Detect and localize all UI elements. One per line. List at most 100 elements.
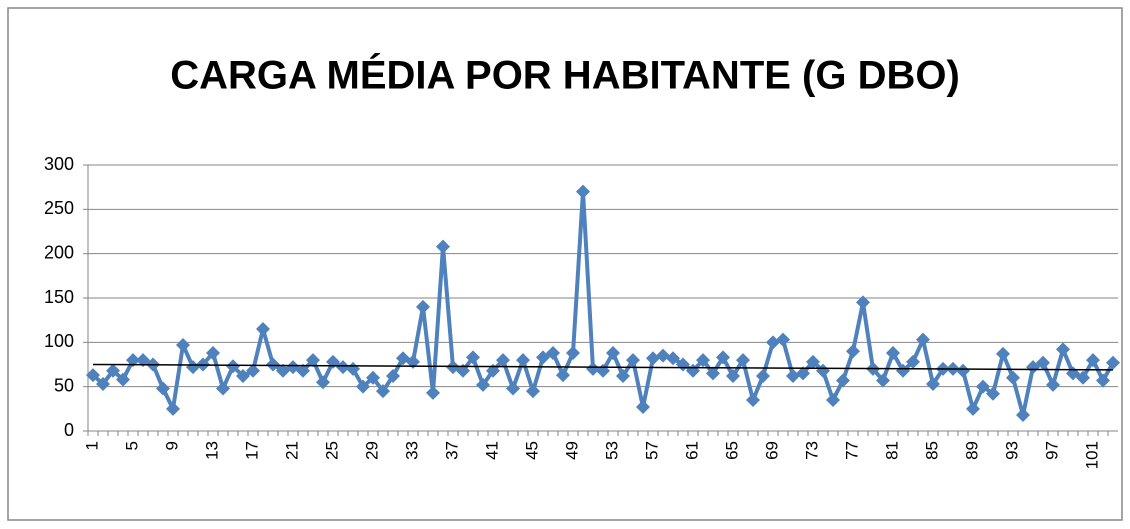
data-point (586, 361, 600, 376)
data-point (96, 377, 110, 392)
x-tick-label: 5 (122, 441, 141, 450)
data-point (516, 353, 530, 368)
data-point (216, 381, 230, 396)
x-tick-label: 89 (962, 441, 981, 460)
data-point (876, 373, 890, 388)
data-point (966, 401, 980, 416)
data-point (696, 353, 710, 368)
data-point (906, 354, 920, 369)
data-point (306, 353, 320, 368)
data-point (1086, 353, 1100, 368)
x-tick-label: 57 (642, 441, 661, 460)
data-point (926, 377, 940, 392)
x-tick-label: 9 (162, 441, 181, 450)
data-point (296, 363, 310, 378)
x-tick-label: 45 (522, 441, 541, 460)
x-tick-label: 61 (682, 441, 701, 460)
data-point (916, 332, 930, 347)
data-point (376, 384, 390, 399)
data-point (236, 369, 250, 384)
data-point (116, 372, 130, 387)
data-point (86, 368, 100, 383)
data-point (476, 377, 490, 392)
data-point (896, 363, 910, 378)
data-point (1036, 355, 1050, 370)
y-tick-label: 300 (44, 154, 74, 174)
x-tick-label: 41 (482, 441, 501, 460)
chart-title: CARGA MÉDIA POR HABITANTE (G DBO) (170, 53, 960, 98)
x-tick-label: 13 (202, 441, 221, 460)
data-point (996, 346, 1010, 361)
data-point (366, 370, 380, 385)
data-point (646, 351, 660, 366)
data-point (496, 353, 510, 368)
data-point (886, 345, 900, 360)
data-point (106, 363, 120, 378)
y-tick-label: 100 (44, 331, 74, 351)
x-tick-label: 101 (1082, 441, 1101, 469)
y-tick-label: 150 (44, 287, 74, 307)
data-point (626, 353, 640, 368)
x-tick-label: 81 (882, 441, 901, 460)
y-tick-label: 50 (54, 375, 74, 395)
data-point (1016, 408, 1030, 423)
x-tick-label: 85 (922, 441, 941, 460)
data-point (176, 337, 190, 352)
data-point (776, 332, 790, 347)
data-point (986, 386, 1000, 401)
y-tick-label: 200 (44, 242, 74, 262)
data-point (616, 369, 630, 384)
data-point (246, 363, 260, 378)
data-point (456, 363, 470, 378)
data-point (856, 295, 870, 310)
data-point (576, 184, 590, 199)
data-point (256, 322, 270, 337)
x-tick-label: 49 (562, 441, 581, 460)
data-point (836, 373, 850, 388)
y-tick-label: 250 (44, 198, 74, 218)
data-point (1076, 370, 1090, 385)
data-point (656, 348, 670, 363)
data-point (136, 353, 150, 368)
data-point (1026, 360, 1040, 375)
data-point (766, 335, 780, 350)
data-point (566, 345, 580, 360)
data-point (126, 353, 140, 368)
x-tick-label: 33 (402, 441, 421, 460)
x-tick-label: 53 (602, 441, 621, 460)
data-point (336, 360, 350, 375)
data-point (386, 369, 400, 384)
x-tick-label: 97 (1042, 441, 1061, 460)
x-tick-label: 73 (802, 441, 821, 460)
data-point (736, 353, 750, 368)
data-point (1056, 342, 1070, 357)
data-point (726, 369, 740, 384)
data-point (526, 384, 540, 399)
data-point (1046, 377, 1060, 392)
data-point (426, 385, 440, 400)
data-point (816, 363, 830, 378)
data-point (436, 239, 450, 254)
y-tick-label: 0 (64, 420, 74, 440)
data-point (826, 392, 840, 407)
data-point (666, 351, 680, 366)
x-tick-label: 37 (442, 441, 461, 460)
trendline (92, 363, 1114, 371)
data-point (846, 344, 860, 359)
x-tick-label: 93 (1002, 441, 1021, 460)
chart-border (7, 7, 1123, 521)
data-point (406, 354, 420, 369)
data-point (636, 400, 650, 415)
data-point (416, 299, 430, 314)
x-tick-label: 65 (722, 441, 741, 460)
data-point (786, 369, 800, 384)
data-point (796, 366, 810, 381)
data-point (746, 392, 760, 407)
data-point (716, 350, 730, 365)
data-point (186, 360, 200, 375)
data-point (266, 357, 280, 372)
data-point (976, 379, 990, 394)
data-point (226, 359, 240, 374)
